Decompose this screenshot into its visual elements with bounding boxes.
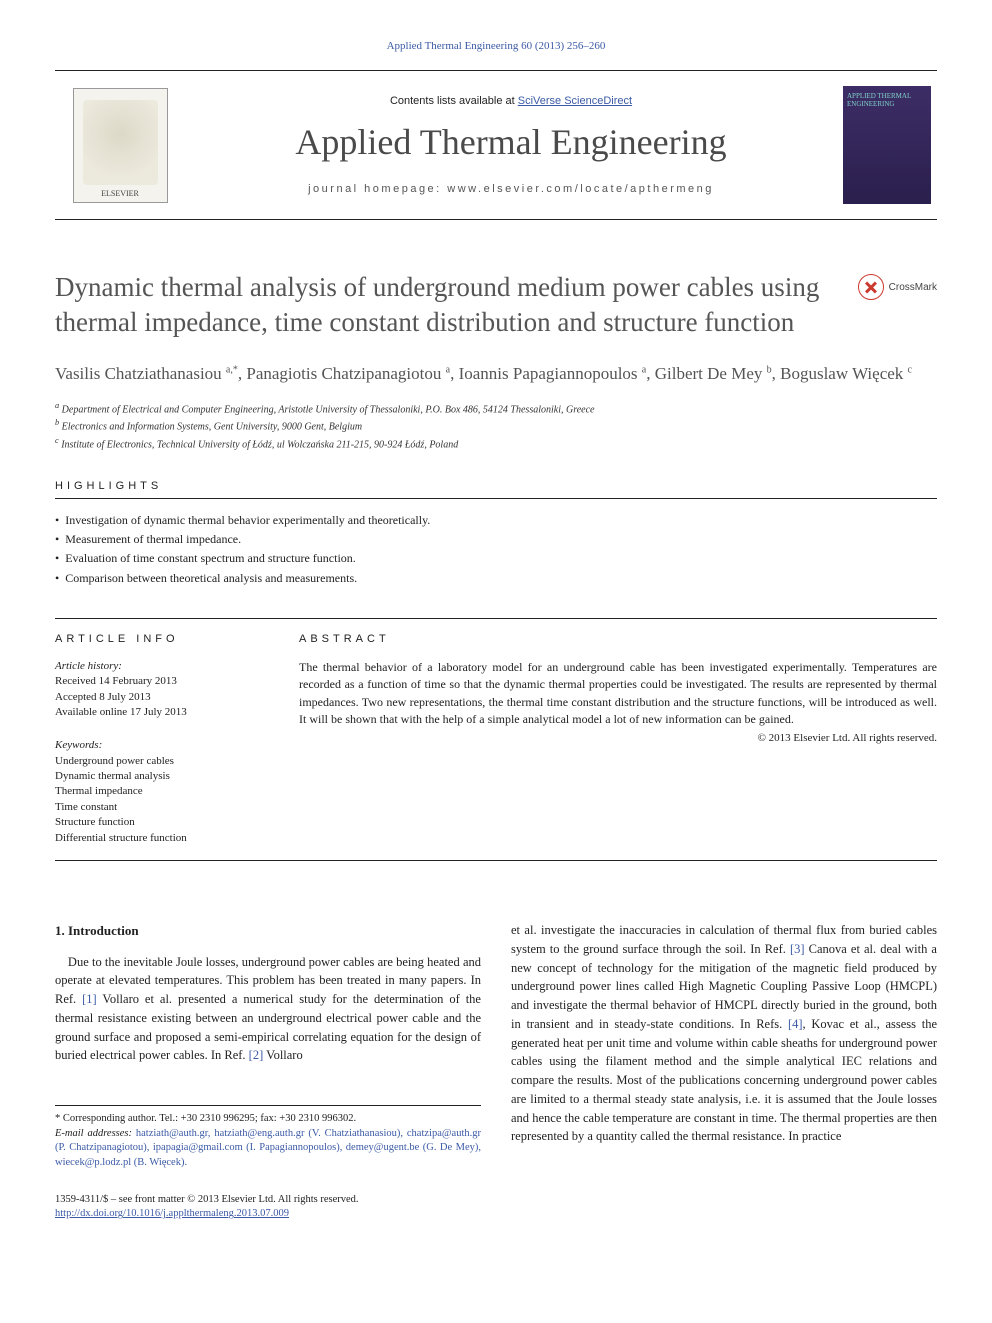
doi-link[interactable]: http://dx.doi.org/10.1016/j.applthermale… — [55, 1208, 289, 1219]
keyword-item: Underground power cables — [55, 754, 261, 769]
ref-link[interactable]: [1] — [82, 992, 97, 1006]
body-right-column: et al. investigate the inaccuracies in c… — [511, 921, 937, 1222]
journal-cover-thumbnail: APPLIED THERMAL ENGINEERING — [843, 86, 931, 204]
email-addresses: E-mail addresses: hatziath@auth.gr, hatz… — [55, 1127, 481, 1171]
article-info-column: ARTICLE INFO Article history: Received 1… — [55, 619, 275, 860]
ref-link[interactable]: [2] — [249, 1048, 264, 1062]
body-left-paragraph: Due to the inevitable Joule losses, unde… — [55, 953, 481, 1066]
article-info-label: ARTICLE INFO — [55, 633, 261, 645]
elsevier-label: ELSEVIER — [101, 189, 139, 198]
highlight-item: Comparison between theoretical analysis … — [55, 569, 937, 588]
cover-thumb-title: APPLIED THERMAL ENGINEERING — [847, 92, 927, 109]
cover-thumb-box: APPLIED THERMAL ENGINEERING — [837, 71, 937, 219]
keywords-label: Keywords: — [55, 738, 261, 753]
abstract-text: The thermal behavior of a laboratory mod… — [299, 659, 937, 729]
abstract-column: ABSTRACT The thermal behavior of a labor… — [275, 619, 937, 860]
highlights-label: HIGHLIGHTS — [55, 480, 937, 499]
keywords-block: Keywords: Underground power cablesDynami… — [55, 738, 261, 846]
publisher-logo-box: ELSEVIER — [55, 71, 185, 219]
abstract-label: ABSTRACT — [299, 633, 937, 645]
title-row: Dynamic thermal analysis of underground … — [55, 270, 937, 340]
elsevier-tree-icon — [83, 100, 158, 185]
keywords-list: Underground power cablesDynamic thermal … — [55, 754, 261, 846]
top-citation: Applied Thermal Engineering 60 (2013) 25… — [55, 40, 937, 52]
body-right-paragraph: et al. investigate the inaccuracies in c… — [511, 921, 937, 1146]
highlight-item: Investigation of dynamic thermal behavio… — [55, 511, 937, 530]
abstract-copyright: © 2013 Elsevier Ltd. All rights reserved… — [299, 732, 937, 744]
banner-center: Contents lists available at SciVerse Sci… — [185, 71, 837, 219]
ref-link[interactable]: [4] — [788, 1017, 803, 1031]
article-title: Dynamic thermal analysis of underground … — [55, 270, 840, 340]
author-list: Vasilis Chatziathanasiou a,*, Panagiotis… — [55, 362, 937, 386]
contents-line: Contents lists available at SciVerse Sci… — [390, 95, 632, 107]
history-label: Article history: — [55, 659, 261, 674]
highlights-list: Investigation of dynamic thermal behavio… — [55, 511, 937, 588]
body-left-column: 1. Introduction Due to the inevitable Jo… — [55, 921, 481, 1222]
sciencedirect-link[interactable]: SciVerse ScienceDirect — [518, 95, 632, 107]
journal-name: Applied Thermal Engineering — [295, 121, 726, 163]
info-abstract-block: ARTICLE INFO Article history: Received 1… — [55, 618, 937, 861]
keyword-item: Differential structure function — [55, 831, 261, 846]
history-received: Received 14 February 2013 — [55, 674, 261, 689]
section-1-heading: 1. Introduction — [55, 921, 481, 941]
footnote-block: * Corresponding author. Tel.: +30 2310 9… — [55, 1105, 481, 1171]
ref-link[interactable]: [3] — [790, 942, 805, 956]
highlight-item: Evaluation of time constant spectrum and… — [55, 549, 937, 568]
crossmark-label: CrossMark — [889, 282, 937, 293]
journal-homepage: journal homepage: www.elsevier.com/locat… — [308, 183, 714, 195]
bottom-matter: 1359-4311/$ – see front matter © 2013 El… — [55, 1193, 481, 1222]
history-accepted: Accepted 8 July 2013 — [55, 690, 261, 705]
issn-line: 1359-4311/$ – see front matter © 2013 El… — [55, 1193, 481, 1208]
emails-label: E-mail addresses: — [55, 1128, 136, 1139]
keyword-item: Time constant — [55, 800, 261, 815]
history-online: Available online 17 July 2013 — [55, 705, 261, 720]
crossmark-icon — [858, 274, 884, 300]
affiliations: a Department of Electrical and Computer … — [55, 400, 937, 452]
homepage-url[interactable]: www.elsevier.com/locate/apthermeng — [447, 183, 714, 195]
body-columns: 1. Introduction Due to the inevitable Jo… — [55, 921, 937, 1222]
keyword-item: Dynamic thermal analysis — [55, 769, 261, 784]
journal-banner: ELSEVIER Contents lists available at Sci… — [55, 70, 937, 220]
highlight-item: Measurement of thermal impedance. — [55, 530, 937, 549]
keyword-item: Structure function — [55, 815, 261, 830]
corresponding-author: * Corresponding author. Tel.: +30 2310 9… — [55, 1112, 481, 1127]
contents-prefix: Contents lists available at — [390, 95, 518, 107]
crossmark-badge[interactable]: CrossMark — [858, 274, 937, 300]
homepage-prefix: journal homepage: — [308, 183, 447, 195]
page-root: Applied Thermal Engineering 60 (2013) 25… — [0, 0, 992, 1252]
elsevier-logo: ELSEVIER — [73, 88, 168, 203]
article-history: Article history: Received 14 February 20… — [55, 659, 261, 721]
keyword-item: Thermal impedance — [55, 784, 261, 799]
